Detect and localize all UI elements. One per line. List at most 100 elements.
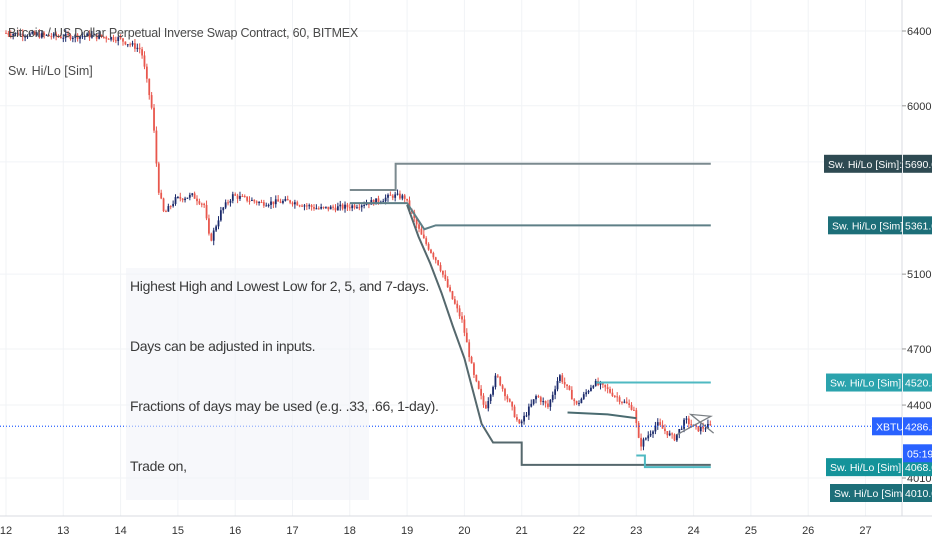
- candle-body: [470, 357, 473, 364]
- x-tick-label: 13: [57, 525, 69, 537]
- candle-body: [43, 33, 46, 35]
- candle-body: [155, 130, 158, 164]
- candle-body: [504, 388, 506, 397]
- candle-body: [449, 287, 451, 292]
- candle-body: [566, 384, 568, 387]
- x-tick-label: 24: [687, 525, 699, 537]
- candle-body: [618, 397, 621, 402]
- candle-body: [616, 396, 619, 398]
- y-tick-label: 5100.0: [907, 269, 932, 281]
- candle-body: [274, 199, 277, 205]
- candle-body: [339, 204, 342, 207]
- symbol-title[interactable]: Bitcoin / US Dollar Perpetual Inverse Sw…: [8, 26, 359, 40]
- candle-body: [642, 439, 645, 447]
- x-tick-label: 19: [401, 525, 413, 537]
- swing-mid-low-line: [567, 411, 637, 420]
- candle-body: [167, 206, 170, 212]
- candle-body: [157, 163, 160, 193]
- candle-body: [444, 274, 447, 280]
- series-name-badge: [828, 216, 902, 235]
- candle-body: [418, 224, 420, 229]
- candle-body: [590, 387, 592, 391]
- candle-body: [179, 196, 182, 199]
- candle-body: [265, 205, 268, 207]
- candle-body: [494, 375, 497, 388]
- candle-body: [310, 205, 313, 208]
- series-value-label: 5690.0: [905, 159, 932, 171]
- annotation-line-2: Days can be adjusted in inputs.: [130, 338, 316, 354]
- candle-body: [71, 37, 74, 39]
- candle-body: [200, 203, 203, 205]
- candle-body: [248, 200, 251, 202]
- candle-body: [215, 226, 217, 231]
- candle-body: [389, 194, 392, 196]
- candle-body: [315, 208, 318, 210]
- candle-body: [640, 437, 642, 447]
- x-tick-label: 25: [745, 525, 757, 537]
- candle-body: [678, 429, 681, 434]
- candle-body: [399, 193, 401, 199]
- series-name-badge: [826, 458, 902, 477]
- candle-body: [76, 34, 79, 39]
- candle-body: [654, 425, 657, 432]
- candle-body: [14, 32, 17, 34]
- candle-body: [585, 392, 588, 395]
- candle-body: [153, 107, 155, 131]
- countdown-badge: [903, 444, 932, 463]
- candle-body: [422, 234, 425, 239]
- candle-body: [506, 396, 509, 400]
- annotation-line-3: Fractions of days may be used (e.g. .33,…: [130, 398, 439, 414]
- candle-body: [707, 424, 709, 429]
- series-value-badge: [903, 373, 932, 392]
- candle-body: [119, 37, 122, 39]
- candle-body: [67, 33, 69, 35]
- x-tick-label: 15: [172, 525, 184, 537]
- series-name-badge: [830, 484, 902, 502]
- candle-body: [594, 380, 597, 386]
- candle-body: [148, 78, 151, 96]
- candle-body: [160, 192, 163, 199]
- candle-body: [644, 438, 647, 440]
- candle-body: [320, 206, 323, 209]
- countdown-label: 05:19: [907, 448, 932, 460]
- candle-body: [484, 404, 487, 409]
- candle-body: [81, 36, 84, 38]
- x-tick-label: 21: [516, 525, 528, 537]
- candle-body: [282, 200, 284, 203]
- candle-body: [141, 49, 143, 56]
- candle-body: [329, 206, 332, 210]
- candle-body: [322, 206, 325, 208]
- candle-body: [496, 375, 499, 377]
- candle-body: [573, 399, 576, 402]
- series-value-label: 5361.0: [905, 220, 932, 232]
- candle-body: [270, 201, 272, 205]
- indicator-title[interactable]: Sw. Hi/Lo [Sim]: [8, 64, 93, 78]
- candle-body: [675, 433, 678, 441]
- candle-body: [406, 198, 408, 201]
- candle-body: [549, 399, 552, 407]
- candle-body: [313, 207, 315, 209]
- candle-body: [348, 207, 351, 209]
- candle-body: [599, 383, 602, 385]
- candle-body: [105, 37, 108, 39]
- candle-body: [143, 55, 146, 67]
- candle-body: [360, 205, 363, 208]
- candle-body: [384, 197, 387, 202]
- candle-body: [38, 33, 41, 38]
- candle-body: [293, 202, 296, 205]
- candle-body: [592, 385, 595, 388]
- candle-body: [114, 40, 117, 42]
- series-value-label: 4068.0: [905, 462, 932, 474]
- x-tick-label: 16: [229, 525, 241, 537]
- candle-body: [544, 401, 547, 404]
- candle-body: [289, 200, 292, 203]
- candle-body: [559, 375, 561, 381]
- candle-body: [702, 426, 705, 429]
- candle-body: [9, 34, 12, 36]
- candle-body: [656, 422, 659, 426]
- candle-body: [12, 33, 15, 36]
- candle-body: [601, 383, 604, 385]
- candle-body: [258, 202, 260, 204]
- candle-body: [625, 401, 628, 404]
- candle-body: [673, 434, 676, 441]
